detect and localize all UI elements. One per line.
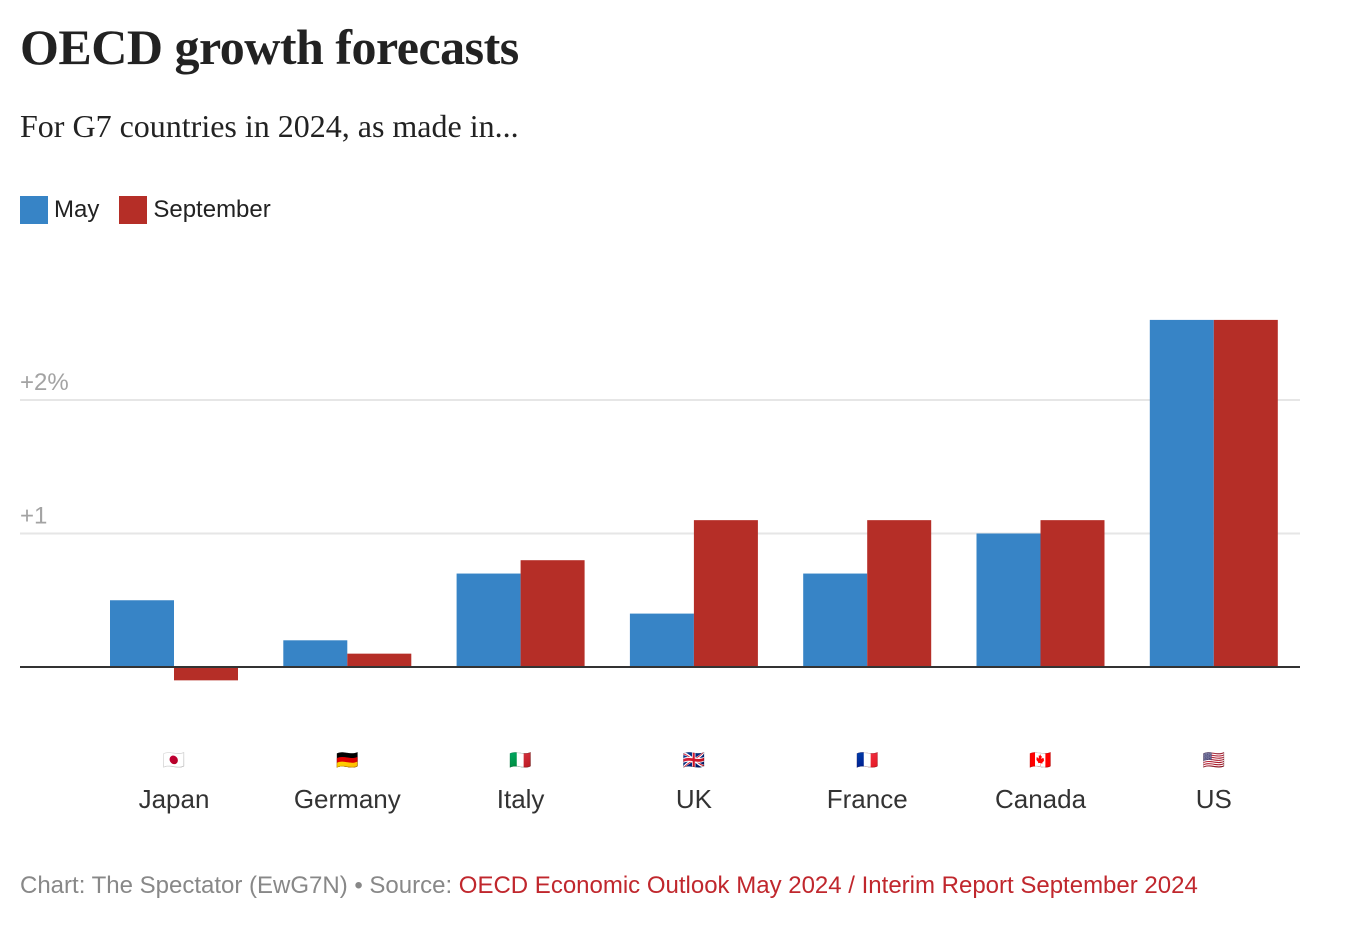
flag-icon-canada: 🇨🇦 xyxy=(1029,750,1051,770)
legend-item-september: September xyxy=(119,196,271,224)
chart-credit: Chart: The Spectator (EwG7N) • Source: xyxy=(20,872,459,899)
legend-swatch-september xyxy=(119,196,148,224)
flag-icon-japan: 🇯🇵 xyxy=(163,750,185,770)
flag-icon-france: 🇫🇷 xyxy=(856,750,878,770)
bar-may-canada xyxy=(976,533,1041,667)
y-tick-label: +2% xyxy=(20,369,69,396)
source-link[interactable]: OECD Economic Outlook May 2024 / Interim… xyxy=(458,872,1198,899)
x-category-label: France xyxy=(827,784,908,814)
bar-september-us xyxy=(1213,319,1278,667)
x-category-label: Canada xyxy=(995,784,1087,814)
flag-icon-uk: 🇬🇧 xyxy=(683,750,705,770)
x-category-label: Italy xyxy=(497,784,545,814)
legend-label-may: May xyxy=(54,196,100,223)
bar-september-japan xyxy=(174,667,238,681)
bar-september-italy xyxy=(520,560,585,667)
legend-item-may: May xyxy=(20,196,99,224)
legend-swatch-may xyxy=(20,196,48,224)
x-category-label: US xyxy=(1196,784,1232,814)
chart-subtitle: For G7 countries in 2024, as made in... xyxy=(20,108,519,144)
y-tick-label: +1 xyxy=(20,503,47,530)
bar-may-uk xyxy=(629,613,694,667)
bar-may-us xyxy=(1149,319,1214,667)
bar-may-japan xyxy=(110,600,174,667)
chart-footer: Chart: The Spectator (EwG7N) • Source: O… xyxy=(20,872,1198,900)
chart-title: OECD growth forecasts xyxy=(20,19,519,75)
x-category-label: UK xyxy=(676,784,713,814)
bar-may-france xyxy=(803,573,868,667)
bar-may-italy xyxy=(456,573,521,667)
flag-icon-us: 🇺🇸 xyxy=(1203,750,1225,770)
x-category-label: Germany xyxy=(294,784,401,814)
x-category-label: Japan xyxy=(139,784,210,814)
flag-icon-italy: 🇮🇹 xyxy=(509,750,531,770)
bar-september-uk xyxy=(693,520,758,667)
legend: May September xyxy=(20,196,291,224)
bar-september-france xyxy=(867,520,932,667)
bar-september-germany xyxy=(347,653,412,667)
bar-september-canada xyxy=(1040,520,1105,667)
legend-label-september: September xyxy=(153,196,271,223)
flag-icon-germany: 🇩🇪 xyxy=(336,750,358,770)
bar-may-germany xyxy=(283,640,348,667)
